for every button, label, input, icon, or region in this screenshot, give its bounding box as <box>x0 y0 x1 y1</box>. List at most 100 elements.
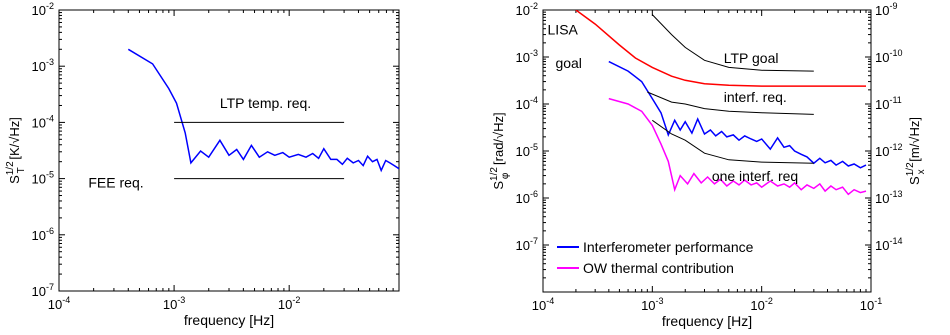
x-axis-label: frequency [Hz] <box>662 313 752 329</box>
annotation-label: goal <box>555 55 581 71</box>
plot-area <box>127 48 399 180</box>
y-tick-label-base: 10 <box>516 3 530 18</box>
y-tick-label: 10-4 <box>32 113 54 130</box>
y-tick-label-exp: -6 <box>46 226 54 236</box>
y-tick-label-exp: -5 <box>530 142 538 152</box>
series-line-3 <box>651 14 814 72</box>
y-axis-label-units: [rad/√Hz] <box>491 112 506 168</box>
series-line-5 <box>652 119 814 164</box>
y-tick-label: 10-7 <box>516 236 538 253</box>
chart-left: 10-4 10-3 10-210-710-610-510-410-310-2LTP … <box>5 1 400 328</box>
y-axis-label-sup: 1/2 <box>489 167 500 181</box>
series-interferometer-performance <box>608 60 867 169</box>
y-tick-label-exp: -2 <box>530 1 538 11</box>
y-right-tick-label-base: 10 <box>875 144 889 159</box>
y-tick-label-exp: -4 <box>530 95 538 105</box>
y-right-tick-label-exp: -11 <box>889 95 901 105</box>
y-tick-label: 10-7 <box>32 282 54 299</box>
y-axis-label: S1/2φ [rad/√Hz] <box>489 112 511 189</box>
y-tick-label: 10-2 <box>516 1 538 18</box>
y-tick-label: 10-5 <box>32 170 54 187</box>
y-right-tick-label-exp: -12 <box>889 142 902 152</box>
x-tick-label-exp: -3 <box>177 295 185 305</box>
annotation-label: LISA <box>548 22 579 38</box>
y-right-axis-label-sub: x <box>916 169 927 174</box>
y-axis-label-units: [K/√Hz] <box>7 117 22 163</box>
y-axis-label-sup: 1/2 <box>5 161 16 175</box>
y-tick-label: 10-3 <box>516 48 538 65</box>
series-line-0 <box>127 48 399 173</box>
y-right-tick-label: 10-11 <box>875 95 902 112</box>
y-tick-label: 10-6 <box>516 189 538 206</box>
y-tick-label-base: 10 <box>516 144 530 159</box>
x-tick-label-exp: -1 <box>874 296 882 306</box>
y-right-tick-label-base: 10 <box>875 191 889 206</box>
y-tick-label: 10-5 <box>516 142 538 159</box>
y-tick-label: 10-6 <box>32 226 54 243</box>
x-tick-label-base: 10 <box>750 298 764 313</box>
series-line-4 <box>647 91 814 115</box>
y-tick-label-exp: -7 <box>46 282 54 292</box>
y-tick-label-base: 10 <box>32 228 46 243</box>
y-axis-label-main: S <box>7 175 22 184</box>
y-tick-label-base: 10 <box>516 238 530 253</box>
x-tick-label: 10-2 <box>750 296 772 313</box>
y-tick-label-exp: -7 <box>530 236 538 246</box>
legend-label: OW thermal contribution <box>583 260 734 276</box>
y-right-axis-label-main: S <box>907 176 922 185</box>
x-tick-label-exp: -2 <box>765 296 773 306</box>
y-tick-label-base: 10 <box>516 97 530 112</box>
y-tick-label: 10-2 <box>32 1 54 18</box>
y-right-tick-label-exp: -9 <box>889 1 897 11</box>
y-tick-label: 10-4 <box>516 95 538 112</box>
y-tick-label-base: 10 <box>32 172 46 187</box>
y-right-tick-label-exp: -13 <box>889 189 902 199</box>
chart-right: 10-4 10-3 10-2 10-110-710-610-510-410-310-2… <box>489 1 927 329</box>
x-tick-label-exp: -4 <box>62 295 70 305</box>
x-tick-label-exp: -2 <box>292 295 300 305</box>
y-tick-label: 10-3 <box>32 57 54 74</box>
annotation-label: LTP goal <box>724 50 779 66</box>
y-tick-label-exp: -3 <box>46 57 54 67</box>
series-ow-thermal-contribution <box>608 97 867 196</box>
annotation-label: interf. req. <box>724 89 787 105</box>
y-tick-label-base: 10 <box>32 3 46 18</box>
plot-area <box>575 10 867 196</box>
y-tick-label-base: 10 <box>32 284 46 299</box>
y-tick-label-exp: -5 <box>46 170 54 180</box>
x-tick-label-base: 10 <box>532 298 546 313</box>
x-axis-label: frequency [Hz] <box>184 312 274 328</box>
annotation-label: LTP temp. req. <box>220 95 311 111</box>
annotation-label: FEE req. <box>88 174 143 190</box>
y-right-tick-label-base: 10 <box>875 97 889 112</box>
x-tick-label: 10-3 <box>163 295 185 312</box>
x-tick-label-base: 10 <box>278 297 292 312</box>
y-tick-label-exp: -2 <box>46 1 54 11</box>
y-tick-label-exp: -6 <box>530 189 538 199</box>
y-axis-label-main: S <box>491 181 506 190</box>
y-tick-label-exp: -4 <box>46 113 54 123</box>
y-right-tick-label-base: 10 <box>875 50 889 65</box>
x-tick-label-base: 10 <box>860 298 874 313</box>
y-right-axis-label: S1/2x [m/√Hz] <box>905 117 927 185</box>
y-right-tick-label: 10-13 <box>875 189 902 206</box>
y-tick-label-base: 10 <box>32 115 46 130</box>
y-right-axis-label-units: [m/√Hz] <box>907 117 922 165</box>
y-tick-label-base: 10 <box>516 191 530 206</box>
x-tick-label: 10-3 <box>641 296 663 313</box>
y-tick-label-base: 10 <box>32 59 46 74</box>
annotation-label: one interf. req <box>712 168 798 184</box>
x-tick-label: 10-2 <box>278 295 300 312</box>
x-tick-label-exp: -3 <box>656 296 664 306</box>
y-axis-label-sub: T <box>16 167 27 173</box>
y-right-tick-label-exp: -14 <box>889 236 902 246</box>
y-right-tick-label: 10-10 <box>875 48 902 65</box>
y-right-axis-label-sup: 1/2 <box>905 162 916 176</box>
x-tick-label-base: 10 <box>48 297 62 312</box>
y-right-tick-label: 10-9 <box>875 1 897 18</box>
x-tick-label: 10-4 <box>48 295 70 312</box>
y-right-tick-label-base: 10 <box>875 238 889 253</box>
series-line-2 <box>575 10 866 87</box>
y-right-tick-label-base: 10 <box>875 3 889 18</box>
